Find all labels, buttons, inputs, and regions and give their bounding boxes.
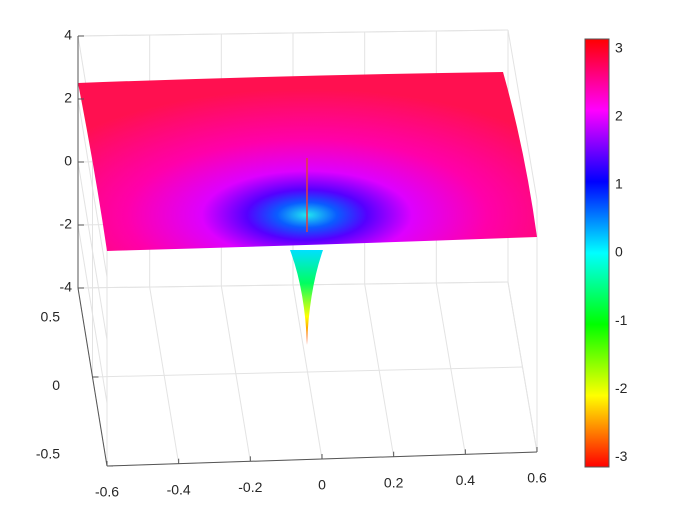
x-tick-label: 0.2 [384,474,404,490]
x-tick-label: -0.2 [238,479,262,495]
surface [78,72,537,345]
colorbar-tick-label: -3 [615,448,628,464]
surface-funnel [290,250,323,345]
z-tick-label: -2 [60,216,73,232]
grid-line [77,98,108,278]
colorbar-tick-label: 1 [615,176,623,192]
box-edge [77,29,509,37]
y-tick-label: 0 [52,377,60,393]
colorbar [584,38,610,468]
y-tick-label: -0.5 [36,446,60,462]
grid-line [77,224,108,404]
colorbar-tick-label: 3 [615,39,623,55]
z-tick-label: -4 [60,279,73,295]
y-tick-label: 0.5 [41,309,61,325]
grid-line [77,161,108,341]
z-tick-label: 0 [64,153,72,169]
colorbar-tick-label: 0 [615,244,623,260]
colorbar-tick-label: -2 [615,380,628,396]
z-tick-label: 4 [64,27,72,43]
grid-line [92,366,523,378]
x-tick-label: 0 [318,477,326,493]
grid-line [77,281,509,289]
x-tick-label: -0.6 [95,484,119,500]
box-edge [507,29,538,201]
x-tick-label: -0.4 [167,481,191,497]
box-edge [507,281,538,453]
colorbar-tick-label: -1 [615,312,628,328]
z-tick-label: 2 [64,90,72,106]
colorbar-tick-label: 2 [615,107,623,123]
x-tick-label: 0.4 [456,472,476,488]
x-tick-label: 0.6 [527,470,547,486]
